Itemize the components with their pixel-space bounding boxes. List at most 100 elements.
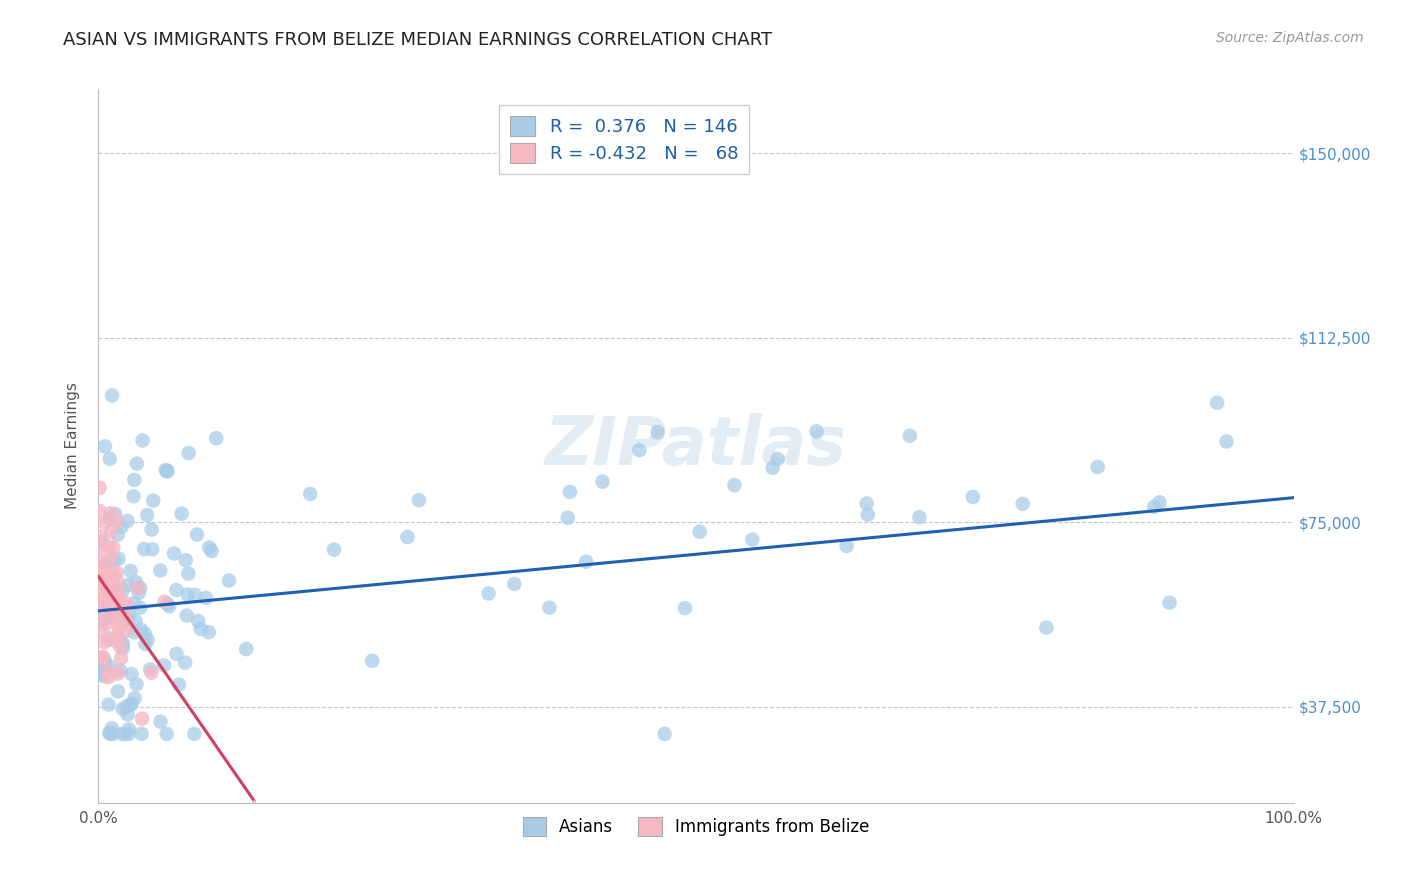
Point [98, 659, 121, 673]
Point [96, 581, 118, 595]
Point [174, 553, 197, 567]
Point [235, 642, 257, 657]
Y-axis label: Median Earnings: Median Earnings [65, 383, 80, 509]
Point [134, 542, 156, 557]
Point [94, 564, 117, 578]
Point [89, 561, 111, 575]
Point [97, 632, 120, 647]
Point [108, 592, 131, 607]
Point [408, 493, 430, 508]
Point [218, 574, 240, 588]
Point [107, 620, 129, 634]
Point [139, 662, 162, 676]
Point [97, 664, 120, 678]
Point [157, 599, 180, 614]
Point [155, 463, 177, 477]
Point [197, 625, 219, 640]
Point [114, 599, 136, 614]
Point [124, 615, 146, 629]
Point [134, 637, 156, 651]
Point [111, 641, 134, 656]
Point [107, 591, 129, 605]
Point [122, 597, 145, 611]
Point [118, 727, 141, 741]
Point [103, 553, 125, 567]
Point [187, 614, 209, 628]
Point [134, 626, 156, 640]
Point [177, 566, 200, 581]
Text: Source: ZipAtlas.com: Source: ZipAtlas.com [1216, 31, 1364, 45]
Point [103, 541, 125, 555]
Point [89, 579, 111, 593]
Point [100, 549, 122, 564]
Point [124, 691, 146, 706]
Point [835, 539, 858, 553]
Point [1011, 497, 1033, 511]
Point [654, 727, 676, 741]
Point [97, 595, 120, 609]
Point [111, 639, 134, 653]
Point [647, 425, 669, 440]
Point [141, 523, 163, 537]
Point [723, 478, 745, 492]
Point [105, 614, 128, 628]
Point [107, 551, 129, 566]
Point [89, 540, 111, 554]
Point [105, 589, 128, 603]
Point [97, 698, 120, 712]
Point [538, 600, 561, 615]
Point [94, 598, 117, 612]
Point [856, 508, 879, 522]
Point [741, 533, 763, 547]
Point [122, 489, 145, 503]
Point [156, 597, 179, 611]
Point [89, 481, 111, 495]
Point [98, 582, 121, 597]
Point [176, 608, 198, 623]
Point [166, 647, 188, 661]
Point [153, 595, 176, 609]
Point [136, 508, 159, 522]
Point [628, 443, 651, 458]
Point [855, 496, 877, 510]
Point [689, 524, 711, 539]
Point [91, 587, 114, 601]
Point [96, 603, 118, 617]
Point [1035, 621, 1057, 635]
Point [198, 541, 221, 555]
Point [110, 651, 132, 665]
Point [908, 510, 931, 524]
Point [153, 658, 176, 673]
Point [1143, 500, 1166, 514]
Text: ASIAN VS IMMIGRANTS FROM BELIZE MEDIAN EARNINGS CORRELATION CHART: ASIAN VS IMMIGRANTS FROM BELIZE MEDIAN E… [63, 31, 772, 49]
Point [107, 666, 129, 681]
Point [91, 535, 114, 549]
Point [124, 473, 146, 487]
Point [107, 582, 129, 596]
Point [156, 727, 179, 741]
Point [107, 527, 129, 541]
Point [114, 601, 136, 615]
Point [97, 670, 120, 684]
Point [100, 727, 122, 741]
Point [806, 425, 828, 439]
Point [110, 520, 132, 534]
Point [100, 632, 122, 646]
Point [91, 658, 114, 673]
Point [592, 475, 614, 489]
Point [91, 592, 114, 607]
Point [156, 465, 179, 479]
Point [117, 514, 139, 528]
Point [100, 506, 122, 520]
Point [93, 611, 115, 625]
Point [94, 616, 117, 631]
Point [176, 588, 198, 602]
Point [131, 712, 153, 726]
Point [89, 552, 111, 566]
Point [94, 439, 117, 453]
Point [149, 714, 172, 729]
Point [141, 542, 163, 557]
Point [104, 507, 127, 521]
Point [1215, 434, 1237, 449]
Point [94, 660, 117, 674]
